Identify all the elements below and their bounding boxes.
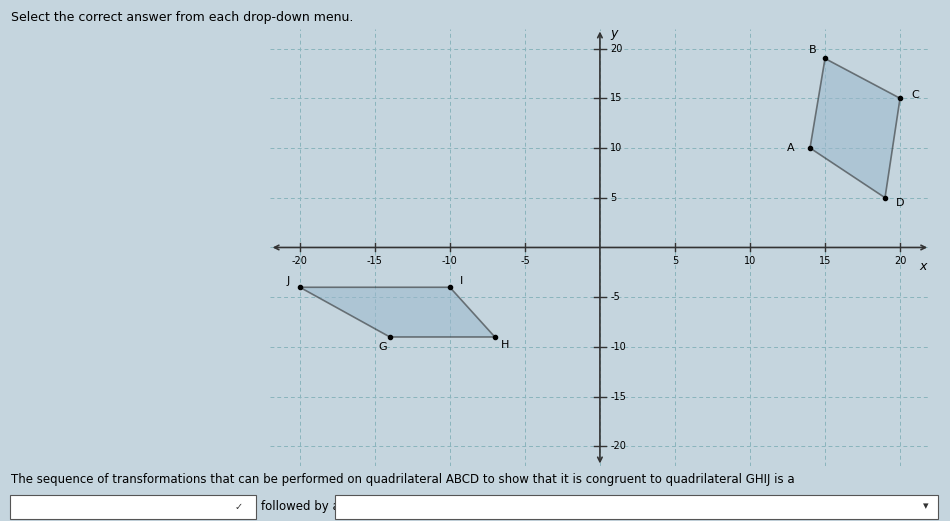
Polygon shape — [810, 58, 900, 198]
Text: G: G — [378, 342, 387, 352]
Text: -10: -10 — [611, 342, 626, 352]
Text: -15: -15 — [611, 392, 626, 402]
Text: 5: 5 — [611, 193, 617, 203]
Text: 5: 5 — [672, 256, 678, 266]
Text: -20: -20 — [292, 256, 308, 266]
Text: 10: 10 — [611, 143, 622, 153]
Text: D: D — [896, 197, 904, 208]
Text: Select the correct answer from each drop-down menu.: Select the correct answer from each drop… — [11, 11, 353, 24]
FancyBboxPatch shape — [335, 494, 938, 519]
Text: -10: -10 — [442, 256, 458, 266]
Text: -20: -20 — [611, 441, 626, 451]
Text: -5: -5 — [611, 292, 620, 302]
Text: -5: -5 — [520, 256, 530, 266]
Text: 20: 20 — [611, 44, 623, 54]
Text: The sequence of transformations that can be performed on quadrilateral ABCD to s: The sequence of transformations that can… — [11, 473, 795, 486]
Text: y: y — [611, 27, 618, 40]
Text: 15: 15 — [819, 256, 831, 266]
Text: A: A — [787, 143, 794, 153]
Text: x: x — [919, 260, 926, 274]
Polygon shape — [300, 287, 495, 337]
Text: followed by a: followed by a — [261, 500, 340, 513]
Text: 10: 10 — [744, 256, 756, 266]
Text: H: H — [502, 340, 509, 350]
Text: -15: -15 — [367, 256, 383, 266]
Text: J: J — [286, 276, 290, 287]
Text: C: C — [911, 90, 919, 101]
Text: ▾: ▾ — [923, 502, 929, 512]
Text: 15: 15 — [611, 93, 623, 103]
Text: 20: 20 — [894, 256, 906, 266]
Text: I: I — [460, 276, 464, 287]
FancyBboxPatch shape — [10, 494, 256, 519]
Text: ✓: ✓ — [234, 502, 242, 512]
Text: B: B — [809, 44, 817, 55]
